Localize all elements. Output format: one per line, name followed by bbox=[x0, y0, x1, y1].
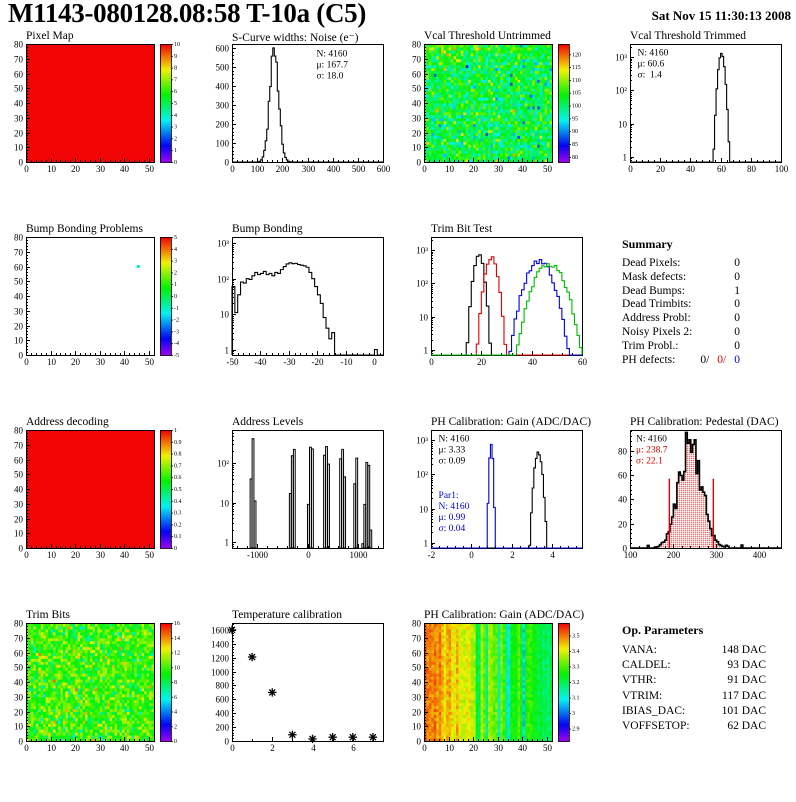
op-label: VANA: bbox=[622, 644, 657, 656]
trim-bit-test-title: Trim Bit Test bbox=[431, 223, 493, 235]
scurve-noise-title: S-Curve widths: Noise (e⁻) bbox=[232, 32, 359, 44]
ph-gain-map-title: PH Calibration: Gain (ADC/DAC) bbox=[424, 609, 585, 621]
summary-label: Noisy Pixels 2: bbox=[622, 325, 693, 338]
ph-gain-map-panel: PH Calibration: Gain (ADC/DAC) bbox=[398, 609, 597, 802]
op-row: VOFFSETOP: 62 DAC bbox=[622, 719, 766, 734]
vcal-untrimmed-title: Vcal Threshold Untrimmed bbox=[424, 30, 551, 42]
op-parameters-panel: Op. Parameters VANA: 148 DAC CALDEL: 93 DA… bbox=[597, 609, 796, 802]
bump-bonding-canvas bbox=[199, 223, 398, 375]
ph-gain-hist-title: PH Calibration: Gain (ADC/DAC) bbox=[431, 416, 592, 428]
address-levels-title: Address Levels bbox=[232, 416, 304, 428]
trim-bit-test-panel: Trim Bit Test bbox=[398, 223, 597, 416]
op-value: 117 DAC bbox=[722, 689, 766, 702]
pixel-map-title: Pixel Map bbox=[26, 30, 74, 42]
bump-problems-canvas bbox=[0, 223, 199, 375]
ph-defects-count-blue: 0 bbox=[734, 353, 740, 366]
vcal-trimmed-panel: Vcal Threshold Trimmed bbox=[597, 30, 796, 223]
ph-defects-count-black: 0/ bbox=[700, 353, 710, 366]
op-label: VOFFSETOP: bbox=[622, 720, 690, 733]
summary-label: Dead Trimbits: bbox=[622, 298, 692, 311]
timestamp: Sat Nov 15 11:30:13 2008 bbox=[651, 8, 791, 23]
trim-bits-title: Trim Bits bbox=[26, 609, 71, 621]
address-levels-panel: Address Levels bbox=[199, 416, 398, 609]
scurve-noise-canvas bbox=[199, 30, 398, 182]
summary-row: Dead Pixels: 0 bbox=[622, 257, 740, 271]
scurve-noise-panel: S-Curve widths: Noise (e⁻) bbox=[199, 30, 398, 223]
summary-value: 0 bbox=[734, 257, 740, 269]
summary-row: Dead Trimbits: 0 bbox=[622, 298, 740, 312]
page-title: M1143-080128.08:58 T-10a (C5) bbox=[8, 0, 367, 28]
summary-label: Trim Probl.: bbox=[622, 339, 679, 352]
address-decoding-panel: Address decoding bbox=[0, 416, 199, 609]
ph-pedestal-panel: PH Calibration: Pedestal (DAC) bbox=[597, 416, 796, 609]
summary-row: Mask defects: 0 bbox=[622, 271, 740, 285]
op-value: 93 DAC bbox=[727, 659, 766, 672]
op-value: 91 DAC bbox=[727, 674, 766, 687]
summary-panel: Summary Dead Pixels: 0 Mask defects: 0 Dea… bbox=[597, 223, 796, 416]
summary-label: Mask defects: bbox=[622, 270, 687, 283]
summary-value: 1 bbox=[734, 284, 740, 297]
op-value: 101 DAC bbox=[721, 704, 766, 717]
vcal-untrimmed-canvas bbox=[398, 30, 597, 182]
op-value: 62 DAC bbox=[727, 720, 766, 733]
vcal-trimmed-title: Vcal Threshold Trimmed bbox=[630, 30, 747, 42]
trim-bit-test-canvas bbox=[398, 223, 597, 375]
trim-bits-canvas bbox=[0, 609, 199, 761]
op-parameters-title: Op. Parameters bbox=[622, 623, 704, 637]
trim-bits-panel: Trim Bits bbox=[0, 609, 199, 802]
op-label: IBIAS_DAC: bbox=[622, 704, 686, 717]
summary-value: 0 bbox=[734, 270, 740, 283]
op-row: VTHR: 91 DAC bbox=[622, 673, 766, 688]
ph-gain-hist-panel: PH Calibration: Gain (ADC/DAC) bbox=[398, 416, 597, 609]
vcal-untrimmed-panel: Vcal Threshold Untrimmed bbox=[398, 30, 597, 223]
vcal-trimmed-canvas bbox=[597, 30, 796, 182]
address-levels-canvas bbox=[199, 416, 398, 568]
bump-problems-title: Bump Bonding Problems bbox=[26, 223, 143, 235]
op-label: VTRIM: bbox=[622, 689, 663, 702]
op-label: CALDEL: bbox=[622, 659, 671, 672]
ph-pedestal-title: PH Calibration: Pedestal (DAC) bbox=[630, 416, 779, 428]
temp-calibration-panel: Temperature calibration bbox=[199, 609, 398, 802]
summary-value: 0 bbox=[734, 325, 740, 338]
op-label: VTHR: bbox=[622, 674, 657, 687]
summary-label: Dead Pixels: bbox=[622, 257, 681, 269]
address-decoding-title: Address decoding bbox=[26, 416, 109, 428]
temp-calibration-title: Temperature calibration bbox=[232, 609, 342, 621]
summary-title: Summary bbox=[622, 237, 673, 251]
op-row: VANA: 148 DAC bbox=[622, 643, 766, 658]
summary-row: Dead Bumps: 1 bbox=[622, 285, 740, 299]
summary-row: Address Probl: 0 bbox=[622, 312, 740, 326]
ph-gain-map-canvas bbox=[398, 609, 597, 761]
bump-bonding-title: Bump Bonding bbox=[232, 223, 303, 235]
bump-problems-panel: Bump Bonding Problems bbox=[0, 223, 199, 416]
summary-row: Trim Probl.: 0 bbox=[622, 340, 740, 354]
summary-label: Address Probl: bbox=[622, 312, 691, 325]
summary-value: 0 bbox=[734, 298, 740, 311]
op-row: IBIAS_DAC: 101 DAC bbox=[622, 704, 766, 719]
pixel-map-panel: Pixel Map bbox=[0, 30, 199, 223]
ph-pedestal-canvas bbox=[597, 416, 796, 568]
summary-row: Noisy Pixels 2: 0 bbox=[622, 326, 740, 340]
summary-value: 0 bbox=[734, 312, 740, 325]
op-row: VTRIM: 117 DAC bbox=[622, 689, 766, 704]
summary-row-ph-defects: PH defects: 0/ 0/ 0 bbox=[622, 354, 740, 368]
summary-value: 0 bbox=[734, 339, 740, 352]
pixel-map-canvas bbox=[0, 30, 199, 182]
ph-gain-hist-canvas bbox=[398, 416, 597, 568]
op-row: CALDEL: 93 DAC bbox=[622, 658, 766, 673]
ph-defects-count-red: 0/ bbox=[717, 353, 727, 366]
address-decoding-canvas bbox=[0, 416, 199, 568]
summary-label: PH defects: bbox=[622, 353, 676, 366]
summary-label: Dead Bumps: bbox=[622, 284, 685, 297]
bump-bonding-panel: Bump Bonding bbox=[199, 223, 398, 416]
op-value: 148 DAC bbox=[721, 644, 766, 656]
temp-calibration-canvas bbox=[199, 609, 398, 761]
